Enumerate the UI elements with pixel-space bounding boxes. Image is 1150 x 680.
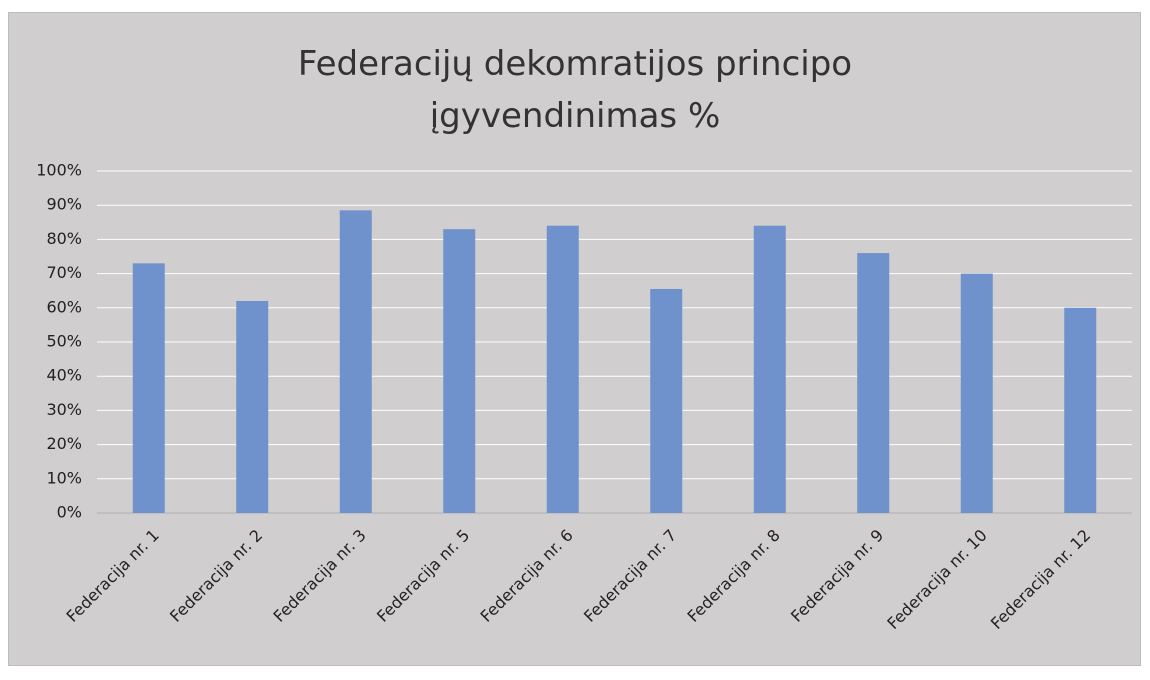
y-tick-label: 90% — [46, 195, 82, 214]
y-tick-label: 80% — [46, 229, 82, 248]
bar — [339, 210, 372, 513]
bar — [132, 263, 165, 513]
y-tick-label: 70% — [46, 263, 82, 282]
bar — [1064, 307, 1097, 513]
bar — [753, 225, 786, 513]
bar — [546, 225, 579, 513]
y-tick-label: 30% — [46, 400, 82, 419]
title-box: Federacijų dekomratijos principo įgyvend… — [297, 44, 853, 136]
bar — [857, 253, 890, 513]
bar — [443, 229, 476, 513]
y-tick-label: 20% — [46, 434, 82, 453]
y-tick-label: 40% — [46, 366, 82, 385]
y-tick-label: 50% — [46, 332, 82, 351]
y-tick-label: 60% — [46, 297, 82, 316]
y-tick-label: 0% — [57, 503, 82, 522]
y-tick-label: 10% — [46, 468, 82, 487]
chart-title: Federacijų dekomratijos principo įgyvend… — [297, 44, 853, 136]
bar — [236, 300, 269, 513]
bar — [650, 288, 683, 513]
bar — [960, 273, 993, 513]
y-tick-label: 100% — [36, 161, 82, 180]
